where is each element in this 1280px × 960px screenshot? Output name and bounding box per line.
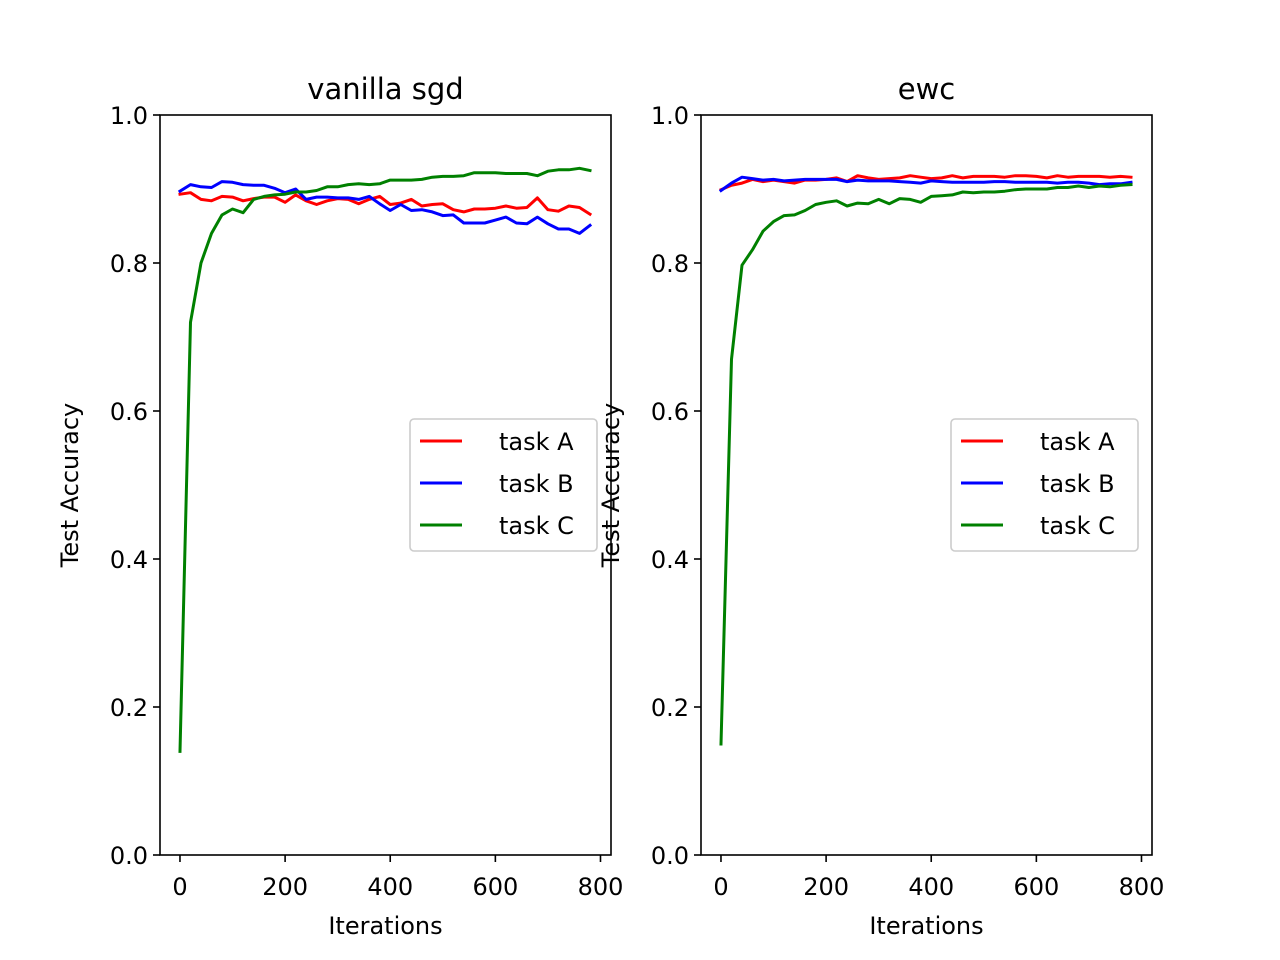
y-tick-label: 0.6 <box>651 398 689 426</box>
series-line-task-b <box>177 180 593 235</box>
x-tick-label: 0 <box>713 873 728 901</box>
legend: task A task B task C <box>409 418 598 552</box>
y-tick-label: 0.6 <box>110 398 148 426</box>
legend-frame <box>409 418 598 552</box>
series-line-task-b <box>718 175 1133 193</box>
legend: task A task B task C <box>950 418 1139 552</box>
x-axis-title: Iterations <box>328 912 442 940</box>
y-tick-label: 1.0 <box>651 102 689 130</box>
series-line-task-a <box>719 174 1133 192</box>
y-axis-title: Test Accuracy <box>56 403 84 568</box>
legend-label: task B <box>1040 470 1115 498</box>
legend-label: task C <box>499 512 574 540</box>
legend-label: task B <box>499 470 574 498</box>
x-tick-label: 600 <box>1013 873 1059 901</box>
chart-panel-2: 0 200 400 600 800 0.0 0.2 0.4 0.6 0.8 1.0 Iteration… <box>597 72 1164 940</box>
series-line-task-c <box>178 166 592 753</box>
legend-label: task A <box>1040 428 1115 456</box>
y-tick-label: 0.4 <box>651 546 689 574</box>
y-axis-title: Test Accuracy <box>597 403 625 568</box>
x-tick-label: 600 <box>472 873 518 901</box>
x-tick-label: 800 <box>1119 873 1165 901</box>
chart-panel-1: 0 200 400 600 800 0.0 0.2 0.4 0.6 0.8 1.0 Iteration… <box>56 72 623 940</box>
legend-label: task A <box>499 428 574 456</box>
series-line-task-a <box>178 191 593 217</box>
y-tick-label: 0.2 <box>651 694 689 722</box>
y-tick-label: 0.0 <box>651 842 689 870</box>
y-tick-label: 0.8 <box>110 250 148 278</box>
series-line-task-c <box>719 183 1133 746</box>
y-tick-label: 1.0 <box>110 102 148 130</box>
chart-title: ewc <box>898 72 956 106</box>
legend-frame <box>950 418 1139 552</box>
x-tick-label: 0 <box>172 873 187 901</box>
x-tick-label: 400 <box>908 873 954 901</box>
chart-title: vanilla sgd <box>307 72 463 106</box>
x-tick-label: 800 <box>578 873 624 901</box>
y-tick-label: 0.2 <box>110 694 148 722</box>
x-axis-title: Iterations <box>869 912 983 940</box>
y-tick-label: 0.4 <box>110 546 148 574</box>
legend-label: task C <box>1040 512 1115 540</box>
x-tick-label: 200 <box>803 873 849 901</box>
y-tick-label: 0.0 <box>110 842 148 870</box>
x-tick-label: 200 <box>262 873 308 901</box>
x-tick-label: 400 <box>367 873 413 901</box>
y-tick-label: 0.8 <box>651 250 689 278</box>
